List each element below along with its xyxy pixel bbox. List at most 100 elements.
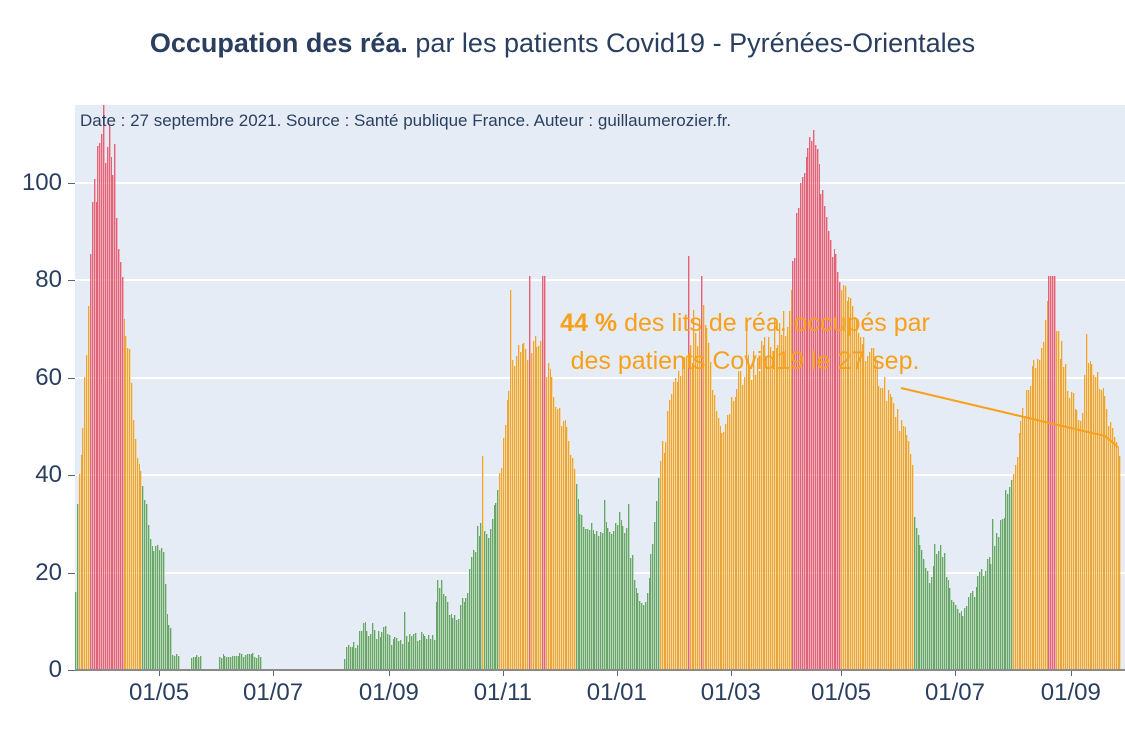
bar bbox=[153, 551, 156, 670]
bar bbox=[117, 249, 120, 670]
bar bbox=[224, 655, 227, 670]
bar bbox=[411, 636, 414, 670]
bar bbox=[200, 655, 203, 670]
bar bbox=[928, 583, 931, 670]
bar bbox=[999, 519, 1002, 670]
bar bbox=[252, 653, 255, 670]
bar bbox=[101, 134, 104, 670]
bar bbox=[613, 531, 615, 670]
bar bbox=[758, 371, 761, 670]
bar bbox=[917, 534, 920, 670]
bar bbox=[1052, 275, 1055, 670]
bar bbox=[971, 590, 974, 670]
bar bbox=[1012, 474, 1015, 670]
bar bbox=[979, 572, 982, 670]
bar bbox=[1048, 275, 1051, 670]
bar bbox=[1067, 391, 1069, 670]
x-axis-tick-mark bbox=[954, 671, 956, 676]
bar bbox=[159, 550, 161, 670]
bar bbox=[837, 271, 840, 670]
bar bbox=[418, 640, 421, 670]
bar bbox=[1070, 392, 1073, 670]
bar bbox=[226, 657, 229, 670]
bar bbox=[256, 657, 259, 670]
bar bbox=[1059, 358, 1062, 670]
bar bbox=[542, 275, 544, 670]
bar bbox=[222, 654, 225, 670]
bar bbox=[1096, 371, 1099, 670]
bar bbox=[484, 531, 487, 670]
bar bbox=[977, 575, 980, 670]
bar bbox=[882, 387, 884, 670]
bar bbox=[773, 319, 776, 670]
bar bbox=[631, 555, 634, 670]
bar bbox=[1083, 374, 1086, 670]
bar bbox=[157, 545, 160, 670]
bar bbox=[151, 546, 154, 670]
bar bbox=[936, 553, 939, 670]
bar bbox=[814, 145, 817, 670]
bar bbox=[895, 417, 898, 670]
bar bbox=[788, 310, 791, 670]
bar bbox=[740, 370, 742, 670]
bar bbox=[379, 637, 382, 670]
bar bbox=[88, 305, 90, 670]
bar bbox=[84, 377, 87, 670]
y-axis-tick-mark bbox=[68, 670, 75, 671]
bar bbox=[394, 637, 397, 670]
bar bbox=[648, 577, 651, 670]
bar bbox=[807, 147, 810, 670]
bar bbox=[592, 530, 595, 670]
bar bbox=[618, 512, 621, 670]
bar bbox=[1014, 464, 1017, 670]
bar bbox=[538, 346, 541, 670]
bar bbox=[500, 467, 503, 670]
bar bbox=[388, 635, 391, 670]
bar bbox=[220, 657, 223, 670]
bar bbox=[725, 423, 728, 670]
bar bbox=[751, 379, 754, 670]
bar bbox=[560, 425, 563, 670]
bar bbox=[344, 659, 346, 670]
y-axis-tick-mark bbox=[68, 475, 75, 477]
bar bbox=[874, 356, 877, 670]
bar bbox=[355, 647, 358, 670]
bar bbox=[551, 376, 554, 670]
bar bbox=[119, 262, 122, 670]
bar bbox=[106, 146, 109, 670]
bar bbox=[842, 285, 845, 670]
bar bbox=[588, 529, 591, 670]
bar bbox=[103, 105, 105, 670]
bar bbox=[1117, 447, 1120, 670]
bar bbox=[1076, 409, 1079, 670]
bar bbox=[938, 550, 941, 670]
bar bbox=[366, 630, 369, 670]
bar bbox=[1050, 275, 1053, 670]
bar bbox=[1095, 376, 1097, 670]
bar bbox=[172, 655, 175, 670]
bar bbox=[1054, 275, 1056, 670]
chart-title: Occupation des réa. par les patients Cov… bbox=[0, 28, 1125, 59]
bar bbox=[889, 393, 892, 670]
bar bbox=[827, 230, 830, 670]
bar bbox=[160, 548, 163, 670]
bar bbox=[1061, 341, 1064, 670]
bar bbox=[75, 592, 77, 670]
bar bbox=[695, 333, 698, 670]
bar bbox=[549, 368, 552, 670]
bar bbox=[990, 563, 993, 670]
bars-layer[interactable] bbox=[75, 105, 1125, 670]
bar bbox=[753, 350, 756, 670]
bar bbox=[125, 335, 128, 670]
bar bbox=[844, 286, 847, 670]
bar bbox=[1027, 389, 1030, 670]
bar bbox=[383, 626, 386, 670]
bar bbox=[1108, 426, 1111, 670]
bar bbox=[700, 275, 703, 670]
x-axis-tick-mark bbox=[388, 671, 390, 676]
bar bbox=[1106, 409, 1109, 670]
bar bbox=[801, 176, 804, 670]
bar bbox=[831, 257, 834, 670]
bar bbox=[1113, 437, 1116, 670]
bar bbox=[975, 587, 978, 670]
